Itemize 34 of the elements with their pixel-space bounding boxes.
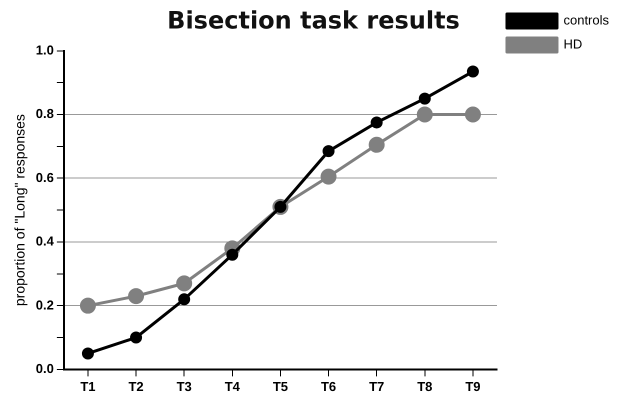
- point: [322, 145, 335, 158]
- y-tick-label: 0.8: [36, 106, 54, 122]
- point: [368, 136, 385, 153]
- point: [130, 332, 142, 344]
- x-tick-label: T6: [320, 378, 336, 394]
- point: [80, 298, 96, 314]
- point: [464, 106, 481, 123]
- point: [370, 116, 383, 128]
- x-tick-label: T9: [465, 378, 481, 394]
- y-tick-label: 0.2: [36, 297, 54, 312]
- x-tick-label: T2: [128, 378, 144, 394]
- x-tick-label: T1: [80, 378, 96, 394]
- legend-label: HD: [563, 36, 582, 52]
- point: [128, 288, 144, 304]
- x-tick-label: T5: [272, 378, 288, 394]
- point: [418, 92, 431, 105]
- y-tick-label: 0.6: [36, 170, 54, 185]
- y-axis-title: proportion of "Long" responses: [11, 114, 28, 306]
- y-tick-label: 0.4: [36, 234, 55, 249]
- point: [226, 248, 238, 261]
- point: [466, 66, 479, 78]
- point: [320, 168, 337, 185]
- legend-label: controls: [563, 12, 610, 28]
- point: [176, 275, 192, 292]
- chart-title: Bisection task results: [167, 6, 460, 35]
- point: [178, 293, 190, 306]
- y-tick-label: 0.0: [36, 360, 54, 376]
- x-tick-label: T8: [417, 378, 432, 394]
- y-tick-label: 1.0: [36, 42, 54, 58]
- x-tick-label: T4: [224, 378, 241, 394]
- x-tick-label: T7: [369, 378, 384, 394]
- x-tick-label: T3: [176, 378, 192, 394]
- point: [82, 347, 94, 360]
- point: [416, 106, 433, 123]
